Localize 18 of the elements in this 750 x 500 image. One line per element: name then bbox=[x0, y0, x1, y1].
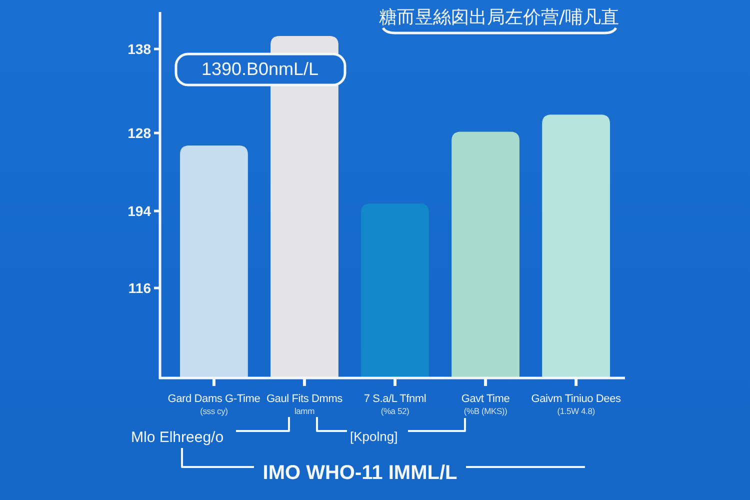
text: 194 bbox=[128, 203, 152, 219]
bar bbox=[542, 114, 610, 378]
x-tick-label: Gaivm Tiniuo Dees (1.5W 4.8) bbox=[531, 393, 622, 416]
bar bbox=[361, 204, 429, 378]
x-tick-label: 7 S.a/L Tfnml (%a 52) bbox=[364, 393, 426, 416]
bar bbox=[180, 145, 248, 378]
text: Mlo Elhreeg/o bbox=[131, 429, 224, 446]
bar bbox=[452, 132, 520, 378]
text: [Kpolng] bbox=[350, 429, 398, 444]
text: 116 bbox=[128, 280, 152, 296]
text: 138 bbox=[128, 41, 152, 57]
x-tick-label: Gavt Time (%B (MKS)) bbox=[461, 393, 510, 416]
chart-title: 糖而昱絲囱出局左价营/哺凡直 bbox=[378, 7, 620, 28]
x-tick-label: Gaul Fits Dmms lamm bbox=[266, 393, 344, 416]
text: 128 bbox=[128, 125, 152, 141]
x-tick-label: Gard Dams G-Time (sss cy) bbox=[168, 393, 260, 416]
text: IMO WHO-11 IMML/L bbox=[262, 462, 458, 484]
annotation: 1390.B0nmL/L bbox=[201, 59, 319, 79]
